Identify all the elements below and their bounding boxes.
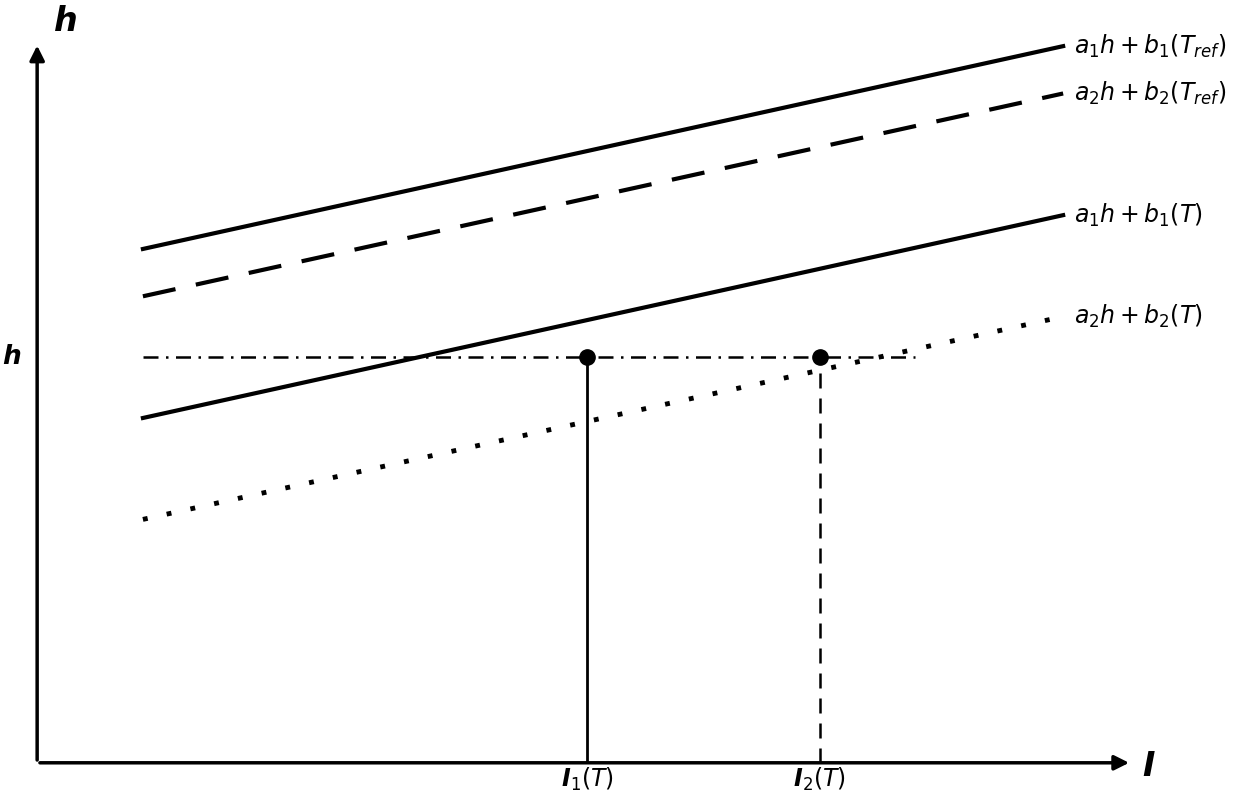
Text: $\boldsymbol{h}$: $\boldsymbol{h}$	[2, 344, 21, 370]
Text: $\boldsymbol{I}$: $\boldsymbol{I}$	[1142, 750, 1156, 783]
Text: $\boldsymbol{h}$: $\boldsymbol{h}$	[53, 5, 77, 38]
Text: $a_1h+b_1(T)$: $a_1h+b_1(T)$	[1074, 202, 1203, 229]
Text: $\mathit{\boldsymbol{I}}_1(T)$: $\mathit{\boldsymbol{I}}_1(T)$	[560, 766, 614, 793]
Text: $a_2h+b_2(T)$: $a_2h+b_2(T)$	[1074, 303, 1203, 330]
Text: $a_2h+b_2(T_{ref})$: $a_2h+b_2(T_{ref})$	[1074, 80, 1226, 107]
Text: $a_1h+b_1(T_{ref})$: $a_1h+b_1(T_{ref})$	[1074, 33, 1226, 60]
Text: $\mathit{\boldsymbol{I}}_2(T)$: $\mathit{\boldsymbol{I}}_2(T)$	[794, 766, 847, 793]
